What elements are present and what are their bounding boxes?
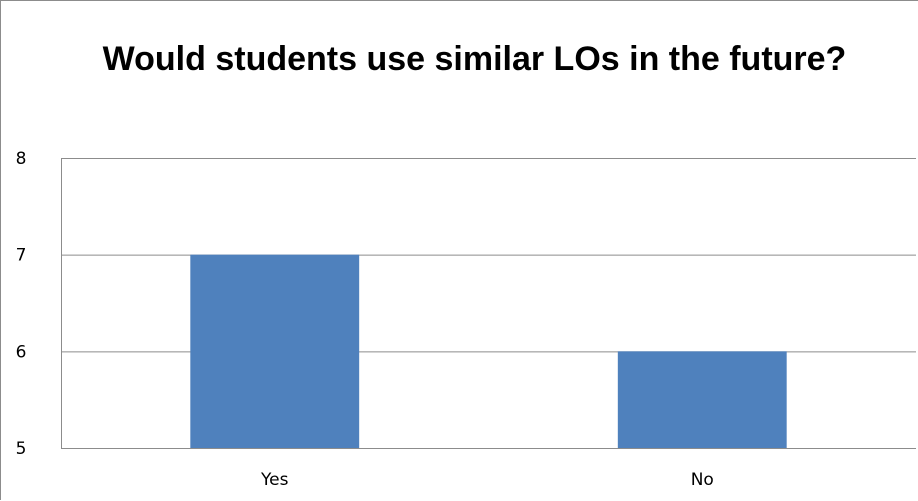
bar-no	[617, 351, 787, 448]
y-tick-label: 5	[16, 439, 27, 459]
bar-yes	[190, 254, 360, 448]
x-tick-label: No	[691, 470, 714, 490]
chart-title: Would students use similar LOs in the fu…	[102, 40, 847, 78]
y-tick-label: 6	[16, 342, 27, 362]
x-tick-label: Yes	[260, 470, 289, 490]
y-tick-label: 8	[16, 149, 27, 169]
y-tick-label: 7	[16, 246, 27, 266]
